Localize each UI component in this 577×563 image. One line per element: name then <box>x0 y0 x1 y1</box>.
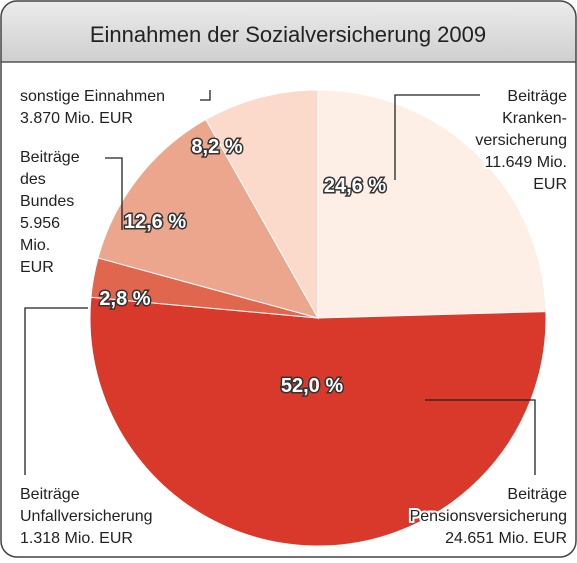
header <box>1 1 576 62</box>
category-label: Beiträge <box>20 486 80 503</box>
leader <box>24 307 88 475</box>
leaders <box>24 90 536 475</box>
frame <box>1 1 576 547</box>
slice <box>89 296 547 547</box>
category-label: 11.649 Mio. <box>485 154 567 171</box>
category-label: Bundes <box>20 193 74 210</box>
value-label: 8,2 % <box>191 136 242 158</box>
category-label: Kranken- <box>502 110 567 127</box>
chart-title: Einnahmen der Sozialversicherung 2009 <box>90 22 486 47</box>
value-label: 52,0 % <box>281 375 343 397</box>
slice <box>317 89 547 319</box>
category-label: EUR <box>20 259 54 276</box>
leader <box>425 399 536 475</box>
category-label: 5.956 <box>20 215 60 232</box>
value-label: 2,8 % <box>99 288 150 310</box>
category-label: 24.651 Mio. EUR <box>445 530 567 547</box>
value-label: 12,6 % <box>124 211 186 233</box>
leader <box>200 90 211 101</box>
category-label: Mio. <box>20 237 50 254</box>
category-label: versicherung <box>475 132 567 149</box>
pie <box>89 89 547 547</box>
labels: 24,6 % 52,0 % 2,8 % 12,6 % 8,2 % Beiträge Kran… <box>18 86 569 549</box>
category-label: Pensionsversicherung <box>410 508 567 525</box>
category-label: Beiträge <box>507 88 567 105</box>
category-label: EUR <box>533 176 567 193</box>
leader <box>394 94 480 180</box>
category-label: 3.870 Mio. EUR <box>20 110 133 127</box>
category-label: Beiträge <box>20 149 80 166</box>
category-label: sonstige Einnahmen <box>20 88 165 105</box>
slice <box>97 118 320 319</box>
category-label: 1.318 Mio. EUR <box>20 530 133 547</box>
category-label: Unfallversicherung <box>20 508 153 525</box>
category-label: des <box>20 171 46 188</box>
category-label: Beiträge <box>507 486 567 503</box>
slice <box>205 89 319 320</box>
value-label: 24,6 % <box>324 175 386 197</box>
leader <box>105 157 123 230</box>
